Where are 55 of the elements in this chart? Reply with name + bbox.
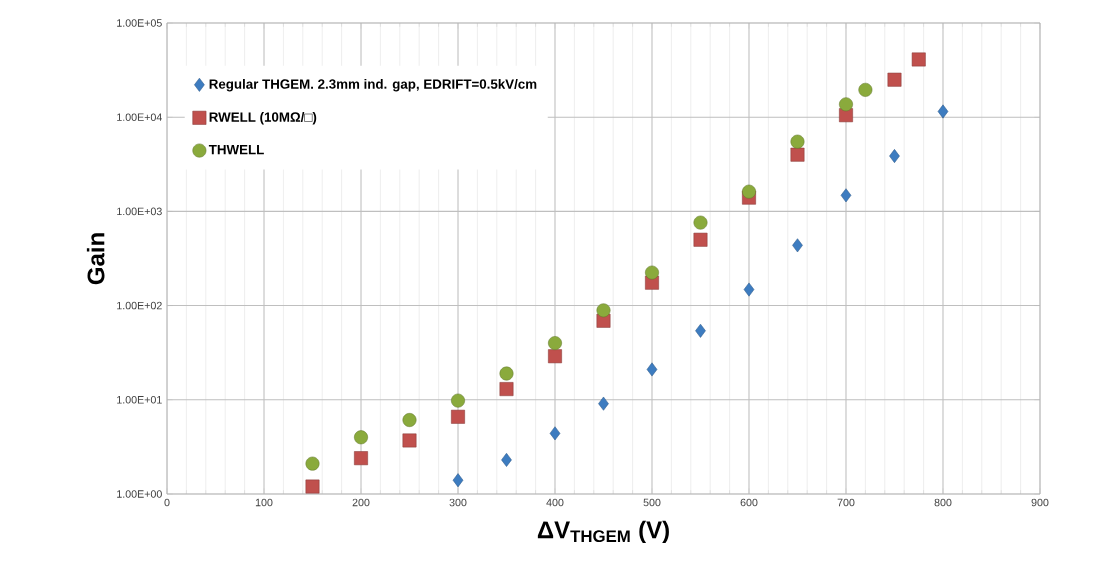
point bbox=[598, 396, 609, 411]
point bbox=[402, 413, 417, 427]
x-tick-label: 700 bbox=[837, 498, 855, 507]
x-tick-label: 400 bbox=[546, 498, 564, 507]
point bbox=[451, 393, 465, 408]
y-axis-title: Gain bbox=[86, 233, 105, 285]
point bbox=[451, 409, 465, 424]
point bbox=[840, 188, 852, 203]
point bbox=[354, 451, 368, 466]
y-tick-label: 1.00E+00 bbox=[117, 490, 162, 498]
point bbox=[646, 362, 658, 377]
point bbox=[402, 433, 417, 448]
point bbox=[596, 303, 611, 318]
x-axis-title: ΔV$_{THGEM}$ (V) bbox=[537, 520, 669, 544]
point bbox=[548, 349, 562, 364]
point bbox=[452, 473, 464, 488]
x-tick-label: 0 bbox=[164, 498, 170, 507]
point bbox=[354, 430, 368, 445]
point bbox=[693, 215, 708, 230]
legend-label: RWELL (10MΩ/□) bbox=[209, 111, 317, 125]
x-tick-label: 100 bbox=[255, 498, 273, 507]
point bbox=[887, 72, 902, 87]
point bbox=[839, 97, 853, 112]
y-tick-label: 1.00E+02 bbox=[117, 301, 162, 310]
point bbox=[695, 323, 706, 338]
point bbox=[742, 184, 756, 199]
y-tick-label: 1.00E+01 bbox=[117, 396, 162, 404]
point bbox=[501, 452, 512, 467]
point bbox=[858, 82, 873, 97]
point bbox=[911, 52, 926, 67]
point bbox=[305, 479, 320, 494]
x-tick-label: 500 bbox=[643, 498, 661, 507]
x-tick-label: 300 bbox=[449, 498, 467, 507]
point bbox=[693, 232, 708, 247]
x-tick-label: 200 bbox=[352, 498, 370, 507]
legend-label: THWELL bbox=[208, 144, 264, 155]
point bbox=[743, 282, 755, 297]
y-tick-label: 1.00E+04 bbox=[117, 113, 162, 121]
legend-label: Regular THGEM. 2.3mm ind. gap, EDRIFT=0.5kV/cm bbox=[209, 78, 537, 92]
point bbox=[645, 265, 659, 280]
point bbox=[790, 134, 805, 149]
point bbox=[937, 104, 949, 119]
x-tick-label: 900 bbox=[1031, 498, 1049, 507]
point bbox=[889, 149, 900, 163]
y-tick-label: 1.00E+03 bbox=[117, 207, 162, 216]
point bbox=[499, 366, 514, 381]
point bbox=[549, 426, 561, 441]
point bbox=[548, 336, 562, 351]
point bbox=[792, 238, 803, 253]
point bbox=[790, 147, 805, 162]
x-tick-label: 600 bbox=[740, 498, 758, 507]
point bbox=[305, 456, 320, 471]
x-tick-label: 800 bbox=[934, 498, 952, 507]
point bbox=[499, 382, 514, 396]
y-tick-label: 1.00E+05 bbox=[117, 19, 162, 27]
